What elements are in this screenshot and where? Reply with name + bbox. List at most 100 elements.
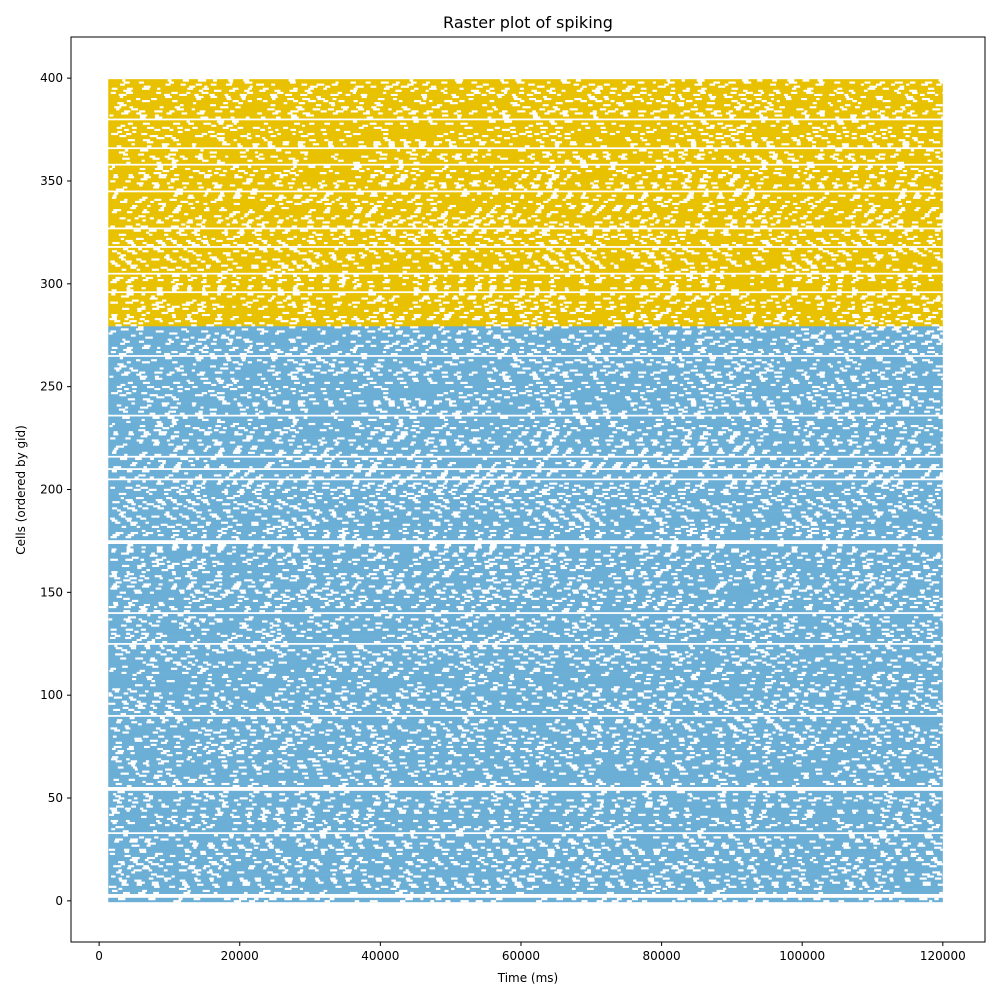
quiet-interval bbox=[113, 778, 119, 781]
quiet-interval bbox=[584, 803, 592, 806]
quiet-interval bbox=[126, 757, 130, 761]
quiet-interval bbox=[617, 796, 624, 800]
quiet-interval bbox=[399, 811, 406, 814]
quiet-interval bbox=[396, 807, 403, 810]
quiet-interval bbox=[493, 763, 498, 767]
quiet-interval bbox=[399, 780, 405, 783]
quiet-interval bbox=[126, 809, 130, 812]
quiet-interval bbox=[587, 868, 591, 872]
quiet-interval bbox=[308, 747, 314, 751]
quiet-interval bbox=[262, 784, 269, 788]
quiet-interval bbox=[490, 780, 497, 783]
quiet-interval bbox=[818, 833, 824, 837]
quiet-interval bbox=[444, 770, 449, 773]
quiet-interval bbox=[235, 644, 243, 648]
quiet-interval bbox=[837, 780, 846, 783]
quiet-interval bbox=[353, 770, 361, 773]
spike-series-0 bbox=[108, 325, 943, 903]
quiet-interval bbox=[124, 854, 131, 858]
quiet-interval bbox=[606, 829, 614, 833]
quiet-interval bbox=[825, 838, 834, 841]
quiet-interval bbox=[836, 827, 842, 831]
quiet-interval bbox=[184, 854, 190, 858]
quiet-interval bbox=[866, 757, 871, 761]
quiet-interval bbox=[429, 821, 438, 825]
quiet-interval bbox=[748, 864, 754, 868]
quiet-interval bbox=[689, 838, 694, 841]
quiet-interval bbox=[123, 848, 130, 851]
quiet-interval bbox=[478, 825, 483, 829]
quiet-interval bbox=[299, 887, 303, 890]
quiet-interval bbox=[250, 840, 256, 843]
quiet-interval bbox=[372, 741, 377, 744]
quiet-interval bbox=[206, 759, 212, 763]
quiet-interval bbox=[635, 881, 644, 884]
quiet-interval bbox=[798, 846, 803, 849]
quiet-interval bbox=[559, 872, 564, 876]
quiet-interval bbox=[765, 825, 771, 829]
quiet-interval bbox=[165, 772, 171, 775]
quiet-interval bbox=[859, 796, 864, 800]
spike-row bbox=[108, 877, 943, 880]
quiet-interval bbox=[273, 829, 283, 833]
quiet-interval bbox=[835, 850, 841, 853]
quiet-interval bbox=[150, 872, 157, 876]
quiet-interval bbox=[356, 838, 364, 841]
quiet-interval bbox=[401, 840, 407, 843]
quiet-interval bbox=[859, 887, 863, 890]
quiet-interval bbox=[631, 846, 639, 849]
quiet-interval bbox=[109, 807, 118, 810]
quiet-interval bbox=[524, 803, 531, 806]
quiet-interval bbox=[271, 872, 279, 876]
quiet-interval bbox=[830, 739, 837, 742]
quiet-interval bbox=[384, 821, 391, 825]
spike-row bbox=[108, 813, 943, 816]
quiet-interval bbox=[778, 792, 785, 796]
quiet-interval bbox=[933, 842, 942, 845]
quiet-interval bbox=[383, 757, 390, 761]
quiet-interval bbox=[536, 864, 544, 868]
quiet-interval bbox=[594, 819, 600, 823]
quiet-interval bbox=[922, 817, 927, 821]
quiet-interval bbox=[516, 885, 524, 888]
quiet-interval bbox=[804, 774, 809, 777]
quiet-interval bbox=[703, 778, 709, 781]
quiet-interval bbox=[120, 862, 126, 866]
quiet-interval bbox=[749, 840, 756, 843]
quiet-interval bbox=[303, 817, 308, 821]
quiet-interval bbox=[547, 848, 555, 851]
quiet-interval bbox=[426, 835, 433, 839]
quiet-interval bbox=[735, 763, 740, 767]
quiet-interval bbox=[171, 809, 178, 812]
quiet-interval bbox=[750, 741, 756, 744]
quiet-interval bbox=[692, 877, 700, 880]
quiet-interval bbox=[363, 883, 370, 886]
quiet-interval bbox=[448, 805, 457, 808]
quiet-interval bbox=[487, 852, 494, 855]
quiet-interval bbox=[149, 739, 158, 742]
quiet-interval bbox=[580, 747, 588, 751]
quiet-interval bbox=[114, 840, 120, 843]
quiet-interval bbox=[774, 852, 782, 855]
quiet-interval bbox=[353, 747, 359, 751]
quiet-interval bbox=[512, 879, 517, 882]
quiet-interval bbox=[528, 872, 536, 876]
quiet-interval bbox=[305, 835, 312, 839]
quiet-interval bbox=[437, 739, 441, 742]
quiet-interval bbox=[852, 809, 859, 812]
quiet-interval bbox=[618, 823, 626, 827]
quiet-interval bbox=[406, 879, 413, 882]
quiet-interval bbox=[799, 739, 804, 742]
quiet-interval bbox=[886, 741, 892, 744]
quiet-interval bbox=[130, 759, 138, 763]
quiet-interval bbox=[437, 768, 443, 771]
quiet-interval bbox=[583, 794, 591, 798]
spike-row bbox=[108, 630, 943, 633]
quiet-interval bbox=[612, 864, 620, 868]
quiet-interval bbox=[845, 743, 851, 746]
quiet-interval bbox=[316, 768, 323, 771]
quiet-interval bbox=[756, 817, 763, 821]
quiet-interval bbox=[467, 739, 475, 742]
quiet-interval bbox=[526, 846, 534, 849]
quiet-interval bbox=[401, 716, 407, 720]
